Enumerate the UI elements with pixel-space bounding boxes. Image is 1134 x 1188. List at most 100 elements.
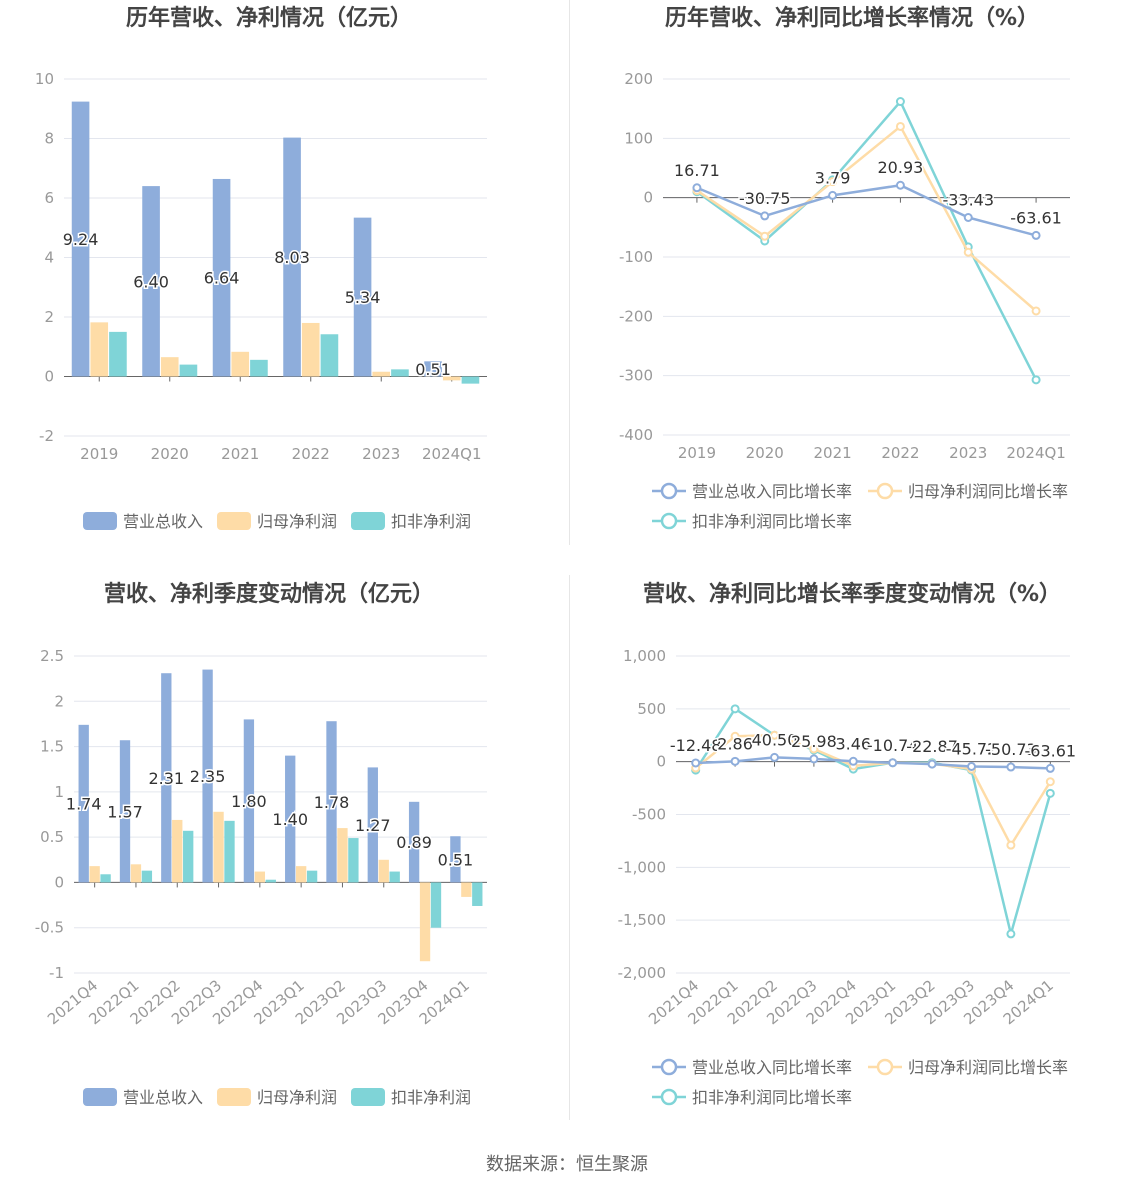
line-series-2	[694, 734, 1052, 847]
line-point-2-2020	[760, 231, 770, 241]
legend-label: 扣非净利润同比增长率	[692, 512, 852, 531]
bar-value-label: 1.27	[355, 816, 391, 835]
y-tick-label: -100	[619, 248, 653, 266]
data-source-note: 数据来源：恒生聚源	[486, 1154, 648, 1175]
bar-value-label: 6.40	[133, 272, 169, 291]
line-value-label: -12.48	[670, 736, 722, 755]
bar-2-2021Q4	[89, 866, 100, 883]
x-tick-label: 2020	[746, 444, 784, 462]
x-tick-label: 2024Q1	[422, 445, 482, 463]
line-point-2-2024Q1	[1045, 777, 1055, 787]
line-value-label: -63.61	[1025, 741, 1077, 760]
bar-value-label: 1.80	[231, 792, 267, 811]
bar-1-2023Q3	[367, 767, 378, 883]
line-point-1-2024Q1	[1031, 230, 1041, 240]
line-point-2-2024Q1	[1031, 306, 1041, 316]
bar-2-2019	[90, 322, 109, 377]
bar-2-2023Q3	[378, 859, 389, 883]
y-tick-label: 0.5	[40, 828, 64, 846]
y-tick-label: -2	[39, 427, 54, 445]
legend-swatch-marker	[876, 482, 894, 500]
line-point-1-2022Q2	[770, 752, 779, 762]
y-tick-label: -300	[619, 367, 653, 385]
chart-panel-1: 历年营收、净利情况（亿元） -2 0 2 4 6 8 10 2019 2020 2021 2022 20…	[35, 5, 487, 531]
y-tick-label: 2	[44, 308, 54, 326]
chart-title: 营收、净利季度变动情况（亿元）	[104, 581, 434, 607]
legend-label: 归母净利润同比增长率	[908, 482, 1068, 501]
y-tick-label: 8	[44, 130, 54, 148]
line-point-2-2021	[828, 177, 838, 187]
bar-3-2021Q4	[100, 874, 111, 883]
legend-label: 归母净利润同比增长率	[908, 1058, 1068, 1077]
bar-1-2021	[212, 178, 231, 377]
legend-label: 扣非净利润同比增长率	[692, 1088, 852, 1107]
bar-2-2020	[160, 357, 179, 377]
y-tick-label: 6	[44, 189, 54, 207]
x-tick-label: 2022	[881, 444, 919, 462]
y-tick-label: 1	[54, 783, 64, 801]
y-tick-label: 0	[656, 753, 666, 771]
bar-value-label: 1.40	[272, 810, 308, 829]
bar-3-2022Q1	[141, 870, 153, 883]
y-tick-label: 1.5	[40, 738, 64, 756]
bar-1-2022Q2	[161, 673, 172, 883]
legend-label: 扣非净利润	[391, 1088, 471, 1107]
bar-value-label: 0.89	[396, 833, 432, 852]
legend-label: 归母净利润	[257, 1088, 337, 1107]
legend-swatch-marker	[660, 482, 678, 500]
legend-label: 扣非净利润	[391, 512, 471, 531]
bar-3-2023Q4	[430, 882, 442, 928]
bar-value-label: 8.03	[274, 248, 310, 267]
bar-3-2020	[179, 364, 198, 377]
legend-label: 营业总收入同比增长率	[692, 1058, 852, 1077]
chart-title: 营收、净利同比增长率季度变动情况（%）	[643, 581, 1061, 607]
x-tick-label: 2023	[949, 444, 987, 462]
bar-1-2022Q4	[243, 719, 255, 883]
line-point-1-2023Q1	[888, 758, 898, 768]
x-tick-label: 2023	[362, 445, 400, 463]
y-tick-label: -1,500	[618, 911, 666, 929]
bar-1-2023Q2	[326, 721, 337, 883]
bar-2-2022Q2	[172, 819, 183, 883]
line-point-3-2022	[895, 97, 905, 107]
bar-value-label: 0.51	[415, 360, 451, 379]
line-value-label: 40.50	[752, 730, 798, 749]
line-point-1-2023Q3	[967, 761, 976, 771]
y-tick-label: 200	[624, 70, 653, 88]
line-point-1-2022Q1	[730, 756, 740, 766]
bar-2-2024Q1	[442, 376, 461, 381]
y-tick-label: 0	[54, 873, 64, 891]
chart-panel-2: 历年营收、净利同比增长率情况（%） -400 -300 -200 -100 0 100 200…	[619, 5, 1070, 531]
vertical-divider-top	[569, 0, 570, 545]
bar-3-2021	[250, 359, 268, 377]
line-value-label: -45.72	[946, 739, 998, 758]
line-point-1-2023	[963, 213, 973, 223]
bar-2-2023Q1	[295, 866, 307, 883]
bar-2-2023Q2	[337, 828, 348, 883]
line-series-3	[694, 707, 1052, 936]
line-point-1-2023Q2	[927, 759, 937, 769]
legend-swatch	[351, 512, 385, 530]
y-tick-label: -0.5	[35, 919, 64, 937]
line-point-3-2023Q4	[1006, 929, 1016, 939]
legend-swatch-marker	[660, 1088, 678, 1106]
bar-3-2023	[391, 369, 409, 377]
legend-label: 营业总收入	[123, 512, 203, 531]
bar-3-2024Q1	[472, 882, 483, 906]
bar-2-2021	[231, 351, 250, 377]
line-point-1-2021	[828, 190, 838, 200]
bar-2-2023	[372, 371, 391, 377]
bar-3-2024Q1	[461, 376, 480, 384]
line-value-label: -22.87	[906, 737, 958, 756]
line-point-1-2022	[895, 180, 905, 190]
legend-swatch	[217, 512, 251, 530]
bar-value-label: 5.34	[345, 288, 381, 307]
bar-1-2024Q1	[424, 361, 442, 377]
bar-value-label: 0.51	[438, 850, 474, 869]
y-tick-label: 0	[643, 189, 653, 207]
x-tick-label: 2020	[151, 445, 189, 463]
y-tick-label: 2.5	[40, 647, 64, 665]
line-series-2	[696, 125, 1037, 312]
line-point-1-2022Q3	[809, 754, 819, 764]
